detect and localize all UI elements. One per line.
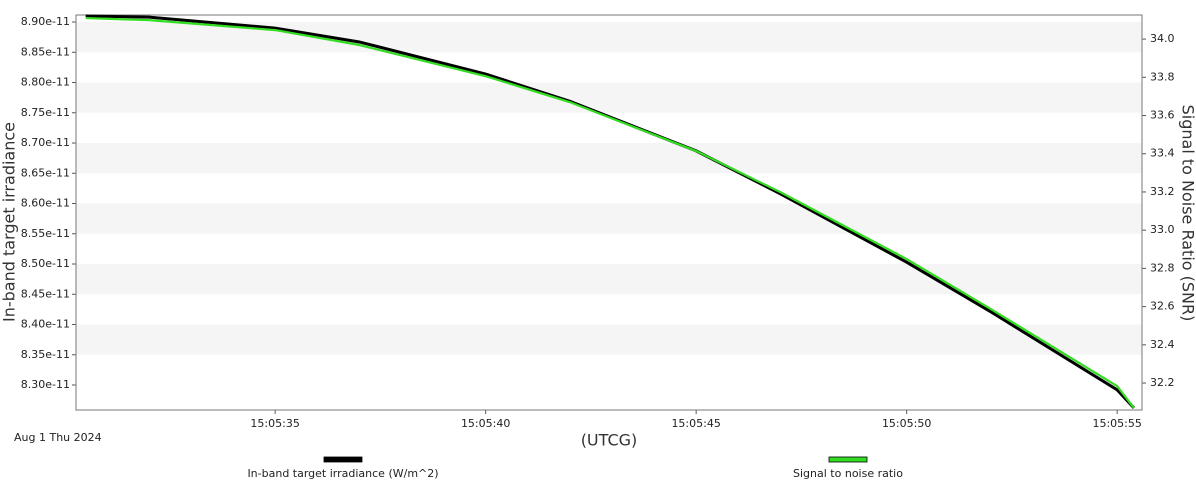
legend-label: Signal to noise ratio [793, 467, 903, 480]
y-tick-label: 8.65e-11 [21, 166, 70, 179]
series-line [85, 16, 1135, 409]
y-tick-label: 8.35e-11 [21, 348, 70, 361]
grid-bands [76, 22, 1142, 355]
y-tick-label: 8.50e-11 [21, 257, 70, 270]
y-tick-label: 8.85e-11 [21, 45, 70, 58]
grid-band [76, 264, 1142, 295]
legend-swatch [323, 456, 363, 463]
y-tick-label: 8.40e-11 [21, 318, 70, 331]
y-tick-label: 8.30e-11 [21, 378, 70, 391]
y2-tick-label: 33.8 [1150, 70, 1175, 83]
date-label: Aug 1 Thu 2024 [14, 431, 102, 444]
y-axis-title: In-band target irradiance [0, 122, 19, 322]
y-tick-label: 8.55e-11 [21, 227, 70, 240]
y2-tick-label: 33.6 [1150, 109, 1175, 122]
x-tick-label: 15:05:40 [461, 417, 510, 430]
y2-tick-label: 32.8 [1150, 261, 1175, 274]
y-tick-label: 8.80e-11 [21, 76, 70, 89]
y-tick-label: 8.90e-11 [21, 15, 70, 28]
x-tick-label: 15:05:55 [1092, 417, 1141, 430]
y-tick-label: 8.45e-11 [21, 287, 70, 300]
x-tick-label: 15:05:50 [882, 417, 931, 430]
y-tick-label: 8.75e-11 [21, 106, 70, 119]
y2-tick-label: 32.2 [1150, 376, 1175, 389]
x-axis-title: (UTCG) [581, 431, 638, 450]
y2-tick-label: 32.4 [1150, 338, 1175, 351]
y-tick-label: 8.70e-11 [21, 136, 70, 149]
y-tick-label: 8.60e-11 [21, 197, 70, 210]
y2-tick-label: 33.4 [1150, 147, 1175, 160]
y2-tick-label: 33.2 [1150, 185, 1175, 198]
x-tick-label: 15:05:45 [671, 417, 720, 430]
y2-axis-title: Signal to Noise Ratio (SNR) [1179, 105, 1196, 322]
x-tick-label: 15:05:35 [250, 417, 299, 430]
plot-frame [75, 14, 1143, 411]
y2-tick-label: 32.6 [1150, 300, 1175, 313]
legend-swatch [828, 456, 868, 463]
grid-band [76, 143, 1142, 174]
legend-label: In-band target irradiance (W/m^2) [247, 467, 438, 480]
grid-band [76, 203, 1142, 234]
y2-tick-label: 33.0 [1150, 223, 1175, 236]
y2-tick-label: 34.0 [1150, 32, 1175, 45]
grid-band [76, 324, 1142, 355]
grid-band [76, 82, 1142, 113]
